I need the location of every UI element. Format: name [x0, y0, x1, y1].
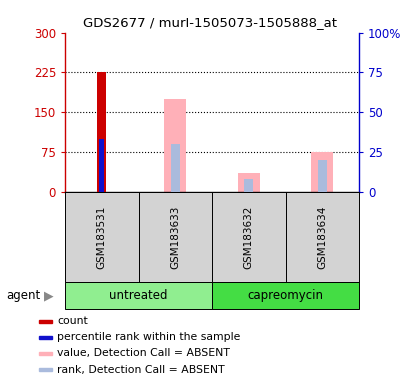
Bar	[171, 144, 180, 192]
FancyBboxPatch shape	[139, 192, 212, 282]
Text: GSM183632: GSM183632	[244, 205, 254, 269]
Text: value, Detection Call = ABSENT: value, Detection Call = ABSENT	[58, 348, 230, 359]
Bar	[39, 352, 52, 355]
Text: GSM183634: GSM183634	[318, 205, 327, 269]
Bar	[39, 336, 52, 339]
FancyBboxPatch shape	[65, 282, 212, 309]
FancyBboxPatch shape	[65, 192, 139, 282]
Text: GSM183633: GSM183633	[171, 205, 180, 269]
Text: rank, Detection Call = ABSENT: rank, Detection Call = ABSENT	[58, 364, 225, 375]
Text: agent: agent	[6, 289, 41, 302]
Bar	[97, 73, 106, 192]
Text: count: count	[58, 316, 88, 326]
Bar	[318, 160, 327, 192]
Text: GSM183531: GSM183531	[97, 205, 107, 269]
FancyBboxPatch shape	[212, 192, 286, 282]
Bar	[99, 139, 105, 192]
Text: untreated: untreated	[109, 289, 168, 302]
Bar	[39, 368, 52, 371]
Text: capreomycin: capreomycin	[248, 289, 323, 302]
Bar	[39, 320, 52, 323]
FancyBboxPatch shape	[212, 282, 359, 309]
Bar	[244, 179, 253, 192]
Bar	[311, 152, 333, 192]
Text: ▶: ▶	[44, 289, 53, 302]
Text: percentile rank within the sample: percentile rank within the sample	[58, 332, 241, 343]
FancyBboxPatch shape	[286, 192, 359, 282]
Bar	[238, 174, 260, 192]
Bar	[164, 99, 186, 192]
Text: GDS2677 / murI-1505073-1505888_at: GDS2677 / murI-1505073-1505888_at	[83, 16, 337, 29]
